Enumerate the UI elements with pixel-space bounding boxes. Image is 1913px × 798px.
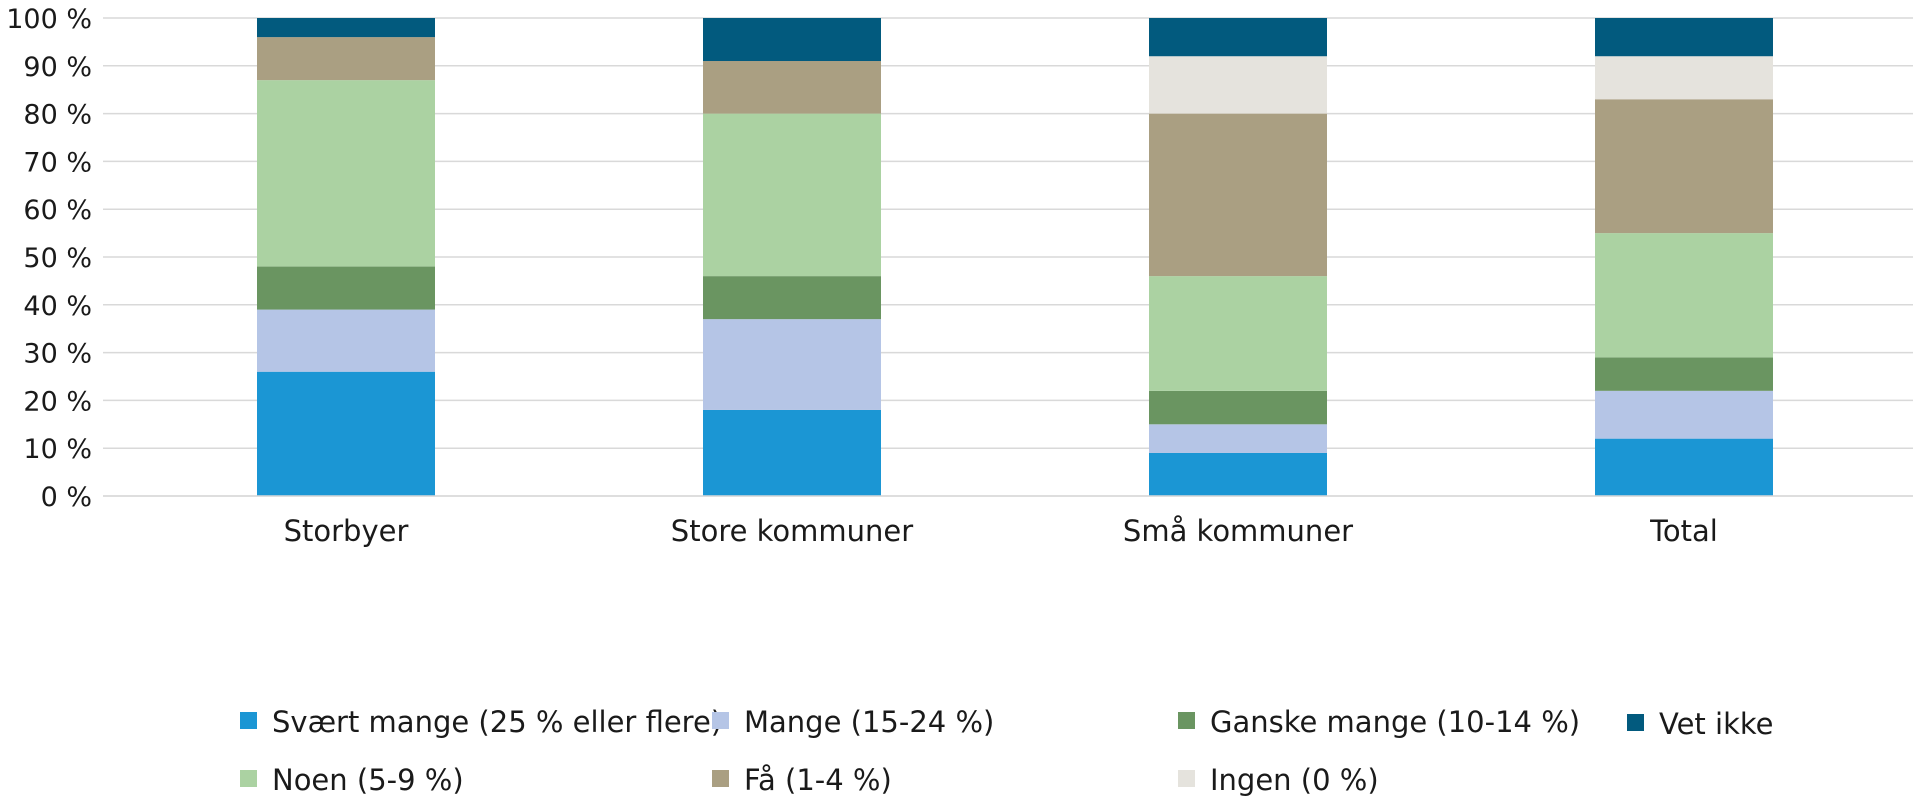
y-tick-label: 80 % — [23, 100, 92, 131]
bar-segment — [1149, 18, 1327, 57]
legend-swatch — [1627, 714, 1644, 731]
legend-swatch — [1178, 712, 1195, 729]
legend-label: Noen (5-9 %) — [272, 763, 464, 797]
legend-swatch — [1178, 770, 1195, 787]
bar-segment — [1595, 357, 1773, 391]
bar-segment — [1149, 113, 1327, 277]
bar-segment — [703, 61, 881, 114]
y-tick-label: 70 % — [23, 147, 92, 178]
legend-label: Ganske mange (10-14 %) — [1210, 705, 1580, 739]
x-tick-label: Store kommuner — [671, 514, 913, 548]
bar-segment — [1149, 452, 1327, 496]
y-tick-label: 30 % — [23, 339, 92, 370]
legend-label: Mange (15-24 %) — [744, 705, 994, 739]
bar-segment — [1149, 424, 1327, 453]
x-tick-label: Små kommuner — [1123, 514, 1353, 548]
x-tick-label: Storbyer — [284, 514, 409, 548]
y-tick-label: 100 % — [6, 4, 92, 35]
bar-segment — [1595, 233, 1773, 358]
x-tick-label: Total — [1649, 514, 1718, 548]
bar-segment — [257, 309, 435, 372]
legend-label: Svært mange (25 % eller flere) — [272, 705, 722, 739]
bar-segment — [703, 113, 881, 277]
bar-segment — [1595, 390, 1773, 439]
legend-swatch — [240, 770, 257, 787]
y-tick-label: 10 % — [23, 434, 92, 465]
legend-label: Vet ikke — [1659, 707, 1773, 741]
legend-swatch — [240, 712, 257, 729]
bar-segment — [1149, 390, 1327, 425]
y-tick-label: 90 % — [23, 52, 92, 83]
bar-segment — [1595, 99, 1773, 234]
bar-segment — [257, 266, 435, 310]
bar-segment — [257, 18, 435, 38]
y-tick-label: 20 % — [23, 386, 92, 417]
y-tick-label: 0 % — [41, 482, 92, 513]
bar-segment — [257, 371, 435, 496]
legend-label: Få (1-4 %) — [744, 763, 892, 797]
bar-segment — [703, 409, 881, 496]
bar-segment — [1595, 18, 1773, 57]
bar-segment — [1149, 56, 1327, 114]
y-tick-label: 50 % — [23, 243, 92, 274]
y-tick-label: 60 % — [23, 195, 92, 226]
bar-segment — [703, 319, 881, 410]
bar-segment — [257, 80, 435, 267]
bar-segment — [1149, 276, 1327, 391]
bar-segment — [703, 276, 881, 320]
bar-segment — [257, 37, 435, 81]
legend-swatch — [712, 712, 729, 729]
legend-swatch — [712, 770, 729, 787]
bar-segment — [1595, 438, 1773, 496]
bar-segment — [703, 18, 881, 62]
bar-segment — [1595, 56, 1773, 100]
legend-label: Ingen (0 %) — [1210, 763, 1379, 797]
y-tick-label: 40 % — [23, 291, 92, 322]
